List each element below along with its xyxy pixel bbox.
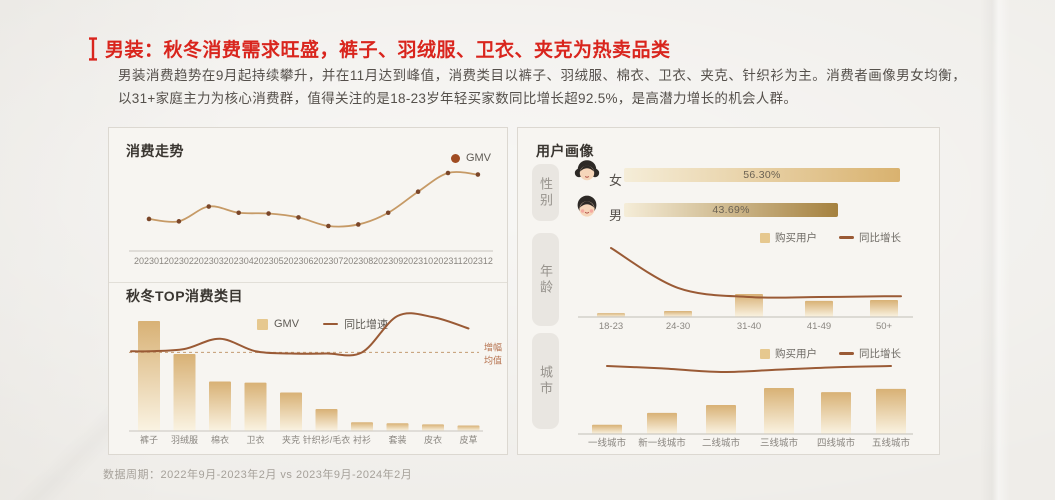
svg-text:三线城市: 三线城市 <box>760 437 799 449</box>
growth-line-icon <box>839 236 854 239</box>
svg-text:棉衣: 棉衣 <box>211 434 229 445</box>
svg-text:裤子: 裤子 <box>140 434 158 445</box>
page-header: 男装：秋冬消费需求旺盛，裤子、羽绒服、卫衣、夹克为热卖品类 <box>88 35 671 62</box>
trend-legend-label: GMV <box>465 152 491 164</box>
svg-text:31-40: 31-40 <box>737 321 761 332</box>
categories-legend-growth: 同比增速 <box>344 319 389 331</box>
gmv-dot-icon <box>450 153 460 163</box>
panel-divider <box>109 282 507 283</box>
svg-text:202306: 202306 <box>283 256 313 266</box>
svg-text:羽绒服: 羽绒服 <box>171 434 198 445</box>
trend-legend: GMV <box>450 152 491 164</box>
svg-text:202309: 202309 <box>373 256 403 266</box>
categories-chart-title: 秋冬TOP消费类目 <box>126 288 244 304</box>
female-percentage: 56.30% <box>743 169 781 181</box>
user-profile-panel: 用户画像 性别 年龄 城市 女 56.30% 男 43.69% <box>517 127 940 455</box>
city-legend-growth: 同比增长 <box>859 348 901 360</box>
svg-text:202305: 202305 <box>254 256 284 266</box>
male-percentage: 43.69% <box>712 204 750 216</box>
male-label: 男 <box>609 208 623 223</box>
svg-text:四线城市: 四线城市 <box>817 437 856 449</box>
svg-text:二线城市: 二线城市 <box>702 437 741 449</box>
svg-text:202307: 202307 <box>313 256 343 266</box>
growth-line-icon <box>839 352 854 355</box>
city-pill-label: 城市 <box>538 365 553 397</box>
data-period-note: 数据周期：2022年9月-2023年2月 vs 2023年9月-2024年2月 <box>103 469 413 481</box>
svg-text:夹克: 夹克 <box>282 434 300 445</box>
svg-text:针织衫/毛衣: 针织衫/毛衣 <box>303 434 351 445</box>
svg-text:18-23: 18-23 <box>599 321 623 332</box>
svg-text:202303: 202303 <box>194 256 224 266</box>
svg-text:202311: 202311 <box>433 256 462 266</box>
svg-text:均值: 均值 <box>484 354 502 365</box>
svg-text:皮衣: 皮衣 <box>424 434 442 445</box>
female-avatar-icon <box>574 160 600 181</box>
buyers-bar-swatch-icon <box>760 232 770 243</box>
svg-text:一线城市: 一线城市 <box>588 437 627 449</box>
paper-crease-vertical <box>980 0 1010 500</box>
gender-pill-label: 性别 <box>538 176 553 209</box>
age-legend: 购买用户 同比增长 <box>760 230 901 245</box>
age-legend-growth: 同比增长 <box>859 232 901 244</box>
svg-text:增幅: 增幅 <box>484 341 502 352</box>
buyers-bar-swatch-icon <box>760 348 770 359</box>
svg-text:202310: 202310 <box>403 256 433 266</box>
gmv-trend-line-chart: 202301 202302 202303 202304 202305 202306 2023… <box>129 170 493 266</box>
section-pill-city: 城市 <box>532 333 559 429</box>
svg-text:皮草: 皮草 <box>459 434 477 445</box>
svg-text:24-30: 24-30 <box>666 321 690 332</box>
section-pill-age: 年龄 <box>532 233 559 326</box>
svg-text:衬衫: 衬衫 <box>353 434 371 445</box>
female-label: 女 <box>609 173 623 188</box>
male-avatar-icon <box>577 195 597 217</box>
svg-text:五线城市: 五线城市 <box>872 437 911 449</box>
svg-text:202302: 202302 <box>164 256 194 266</box>
city-legend: 购买用户 同比增长 <box>760 346 901 361</box>
section-pill-gender: 性别 <box>532 164 559 221</box>
svg-text:202308: 202308 <box>343 256 373 266</box>
categories-legend-gmv: GMV <box>274 318 300 330</box>
svg-text:套装: 套装 <box>388 434 406 445</box>
gender-bar-female: 56.30% <box>624 168 900 182</box>
gender-bar-male: 43.69% <box>624 203 839 217</box>
svg-text:202312: 202312 <box>463 256 493 266</box>
svg-text:卫衣: 卫衣 <box>246 434 264 445</box>
svg-text:202301: 202301 <box>134 256 164 266</box>
page-title: 男装：秋冬消费需求旺盛，裤子、羽绒服、卫衣、夹克为热卖品类 <box>105 40 671 61</box>
left-charts-panel: 消费走势 GMV 202301 202302 202303 202304 202305 2… <box>108 127 508 455</box>
svg-text:新一线城市: 新一线城市 <box>638 437 686 449</box>
trend-chart-title: 消费走势 <box>126 143 184 159</box>
svg-text:41-49: 41-49 <box>807 321 831 332</box>
svg-text:50+: 50+ <box>876 321 893 332</box>
gmv-bar-swatch-icon <box>257 318 268 330</box>
user-profile-title: 用户画像 <box>536 143 594 159</box>
categories-legend: GMV 同比增速 <box>257 316 388 332</box>
summary-paragraph: 男装消费趋势在9月起持续攀升，并在11月达到峰值，消费类目以裤子、羽绒服、棉衣、… <box>118 68 966 106</box>
city-legend-buyers: 购买用户 <box>775 348 817 360</box>
age-pill-label: 年龄 <box>538 263 553 296</box>
age-bar-chart: 18-23 24-30 31-40 41-49 50+ <box>578 247 913 332</box>
svg-text:202304: 202304 <box>224 256 254 266</box>
growth-line-icon <box>323 322 339 326</box>
ibeam-bracket-icon <box>89 36 97 61</box>
age-legend-buyers: 购买用户 <box>775 232 817 244</box>
city-bar-chart: 一线城市 新一线城市 二线城市 三线城市 四线城市 五线城市 <box>578 365 913 449</box>
